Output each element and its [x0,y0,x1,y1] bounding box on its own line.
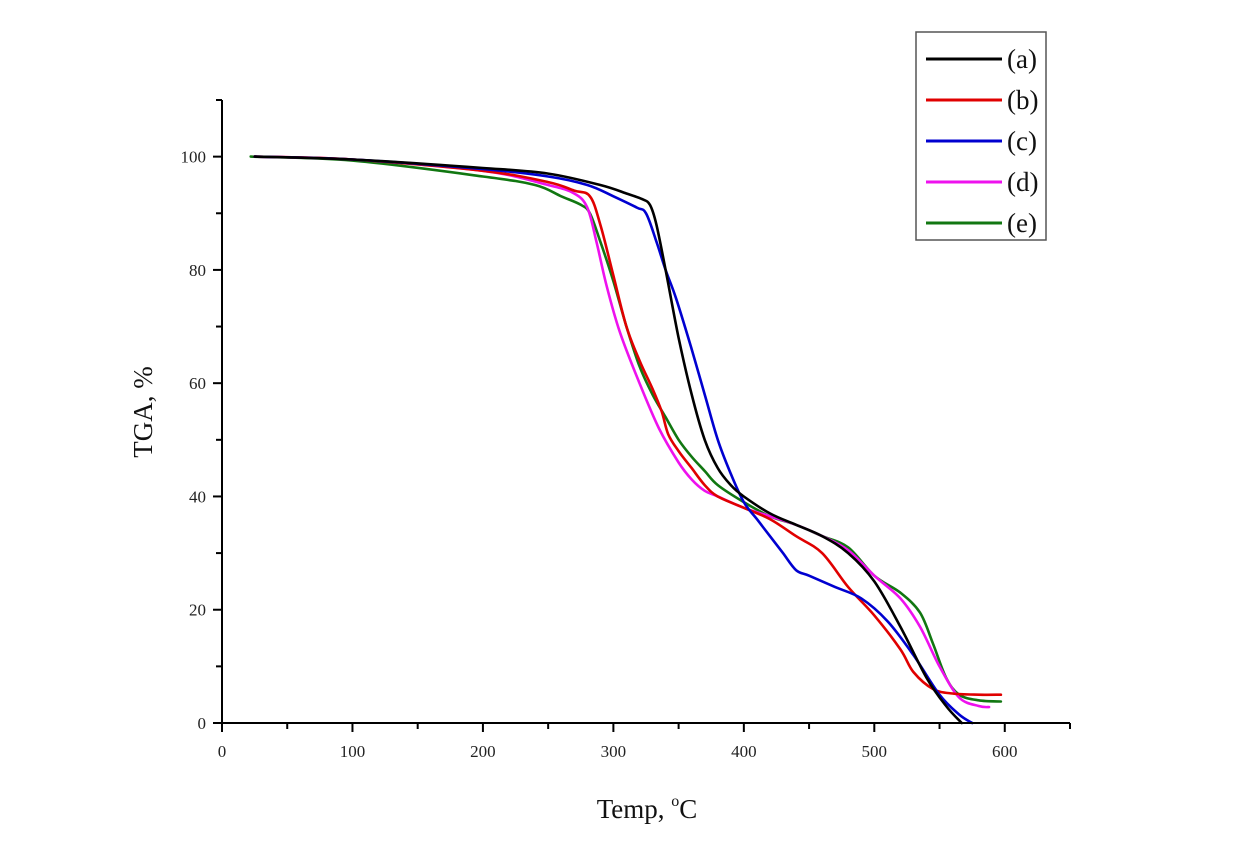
x-tick-label: 300 [601,742,627,761]
series-line-a [253,155,963,725]
x-tick-label: 600 [992,742,1018,761]
x-tick-label: 400 [731,742,757,761]
x-axis-title: Temp, oC [597,793,698,824]
y-axis-title: TGA, % [128,366,158,457]
legend-label-a: (a) [1007,44,1037,74]
x-tick-label: 100 [340,742,366,761]
x-tick-label: 200 [470,742,496,761]
x-tick-label: 0 [218,742,227,761]
y-tick-label: 40 [189,487,206,506]
ticks: 0 100 200 300 400 500 600 0 20 40 60 80 100 [181,99,1071,761]
series-line-b [253,155,1003,697]
axes [221,100,1070,724]
plot-lines [249,155,1003,725]
legend-label-b: (b) [1007,85,1038,115]
y-tick-label: 0 [198,714,207,733]
legend-label-d: (d) [1007,167,1038,197]
series-line-e [249,155,1003,703]
legend-label-e: (e) [1007,208,1037,238]
legend-label-c: (c) [1007,126,1037,156]
legend: (a) (b) (c) (d) (e) [915,31,1047,241]
series-line-d [253,155,991,709]
y-tick-label: 60 [189,374,206,393]
x-tick-label: 500 [862,742,888,761]
legend-box [915,31,1047,241]
y-tick-label: 80 [189,261,206,280]
series-line-c [253,155,974,725]
y-tick-label: 100 [181,148,207,167]
y-tick-label: 20 [189,601,206,620]
